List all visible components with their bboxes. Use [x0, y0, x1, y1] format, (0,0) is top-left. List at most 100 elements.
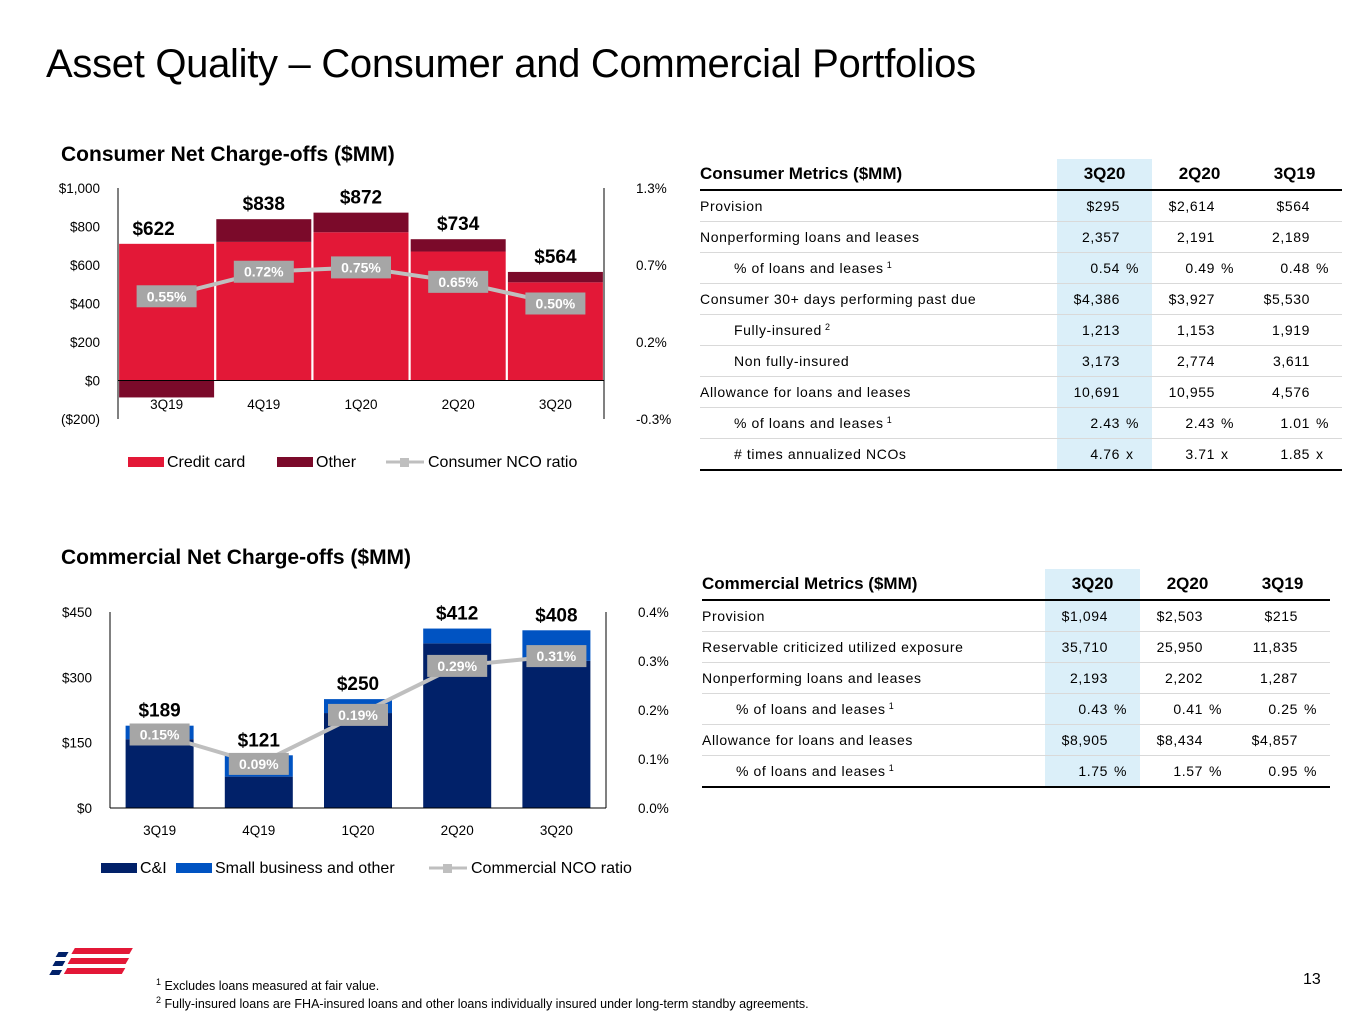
nco-ratio-marker — [233, 260, 294, 283]
footnote-ref: 1 — [883, 414, 893, 425]
table-cell: 2,189 — [1247, 221, 1342, 253]
legend-label: Commercial NCO ratio — [471, 860, 632, 877]
table-cell: 3,611 — [1247, 345, 1342, 377]
row-label: Allowance for loans and leases — [702, 732, 914, 748]
commercial-metrics-table: Commercial Metrics ($MM) 3Q20 2Q20 3Q19 Prov… — [702, 569, 1330, 788]
cell-value: 0.49 — [1185, 260, 1215, 276]
y-tick-label: $600 — [70, 258, 100, 273]
table-cell: 10,691 — [1057, 376, 1152, 408]
nco-ratio-label: 0.72% — [244, 264, 284, 280]
cell-value: 4.76 — [1090, 446, 1120, 462]
table-cell: 1,213 — [1057, 314, 1152, 346]
total-label: $412 — [436, 604, 478, 625]
cell-value: 0.95 — [1268, 763, 1298, 779]
row-label: Reservable criticized utilized exposure — [702, 639, 964, 655]
cell-value: $215 — [1264, 608, 1298, 624]
nco-ratio-label: 0.65% — [438, 274, 478, 290]
x-tick-label: 1Q20 — [341, 823, 374, 838]
legend-label: Credit card — [167, 454, 245, 471]
cell-value: 11,835 — [1252, 639, 1298, 655]
table-cell: $8,434 — [1140, 724, 1235, 756]
row-label: Allowance for loans and leases — [700, 384, 912, 400]
table-header-row: Commercial Metrics ($MM) 3Q20 2Q20 3Q19 — [702, 569, 1330, 601]
table-cell: 11,835 — [1235, 631, 1330, 663]
table-cell: $2,614 — [1152, 190, 1247, 222]
table-cell: 2,202 — [1140, 662, 1235, 694]
cell-value: 3,611 — [1273, 353, 1310, 369]
cell-value: 1.01 — [1280, 415, 1310, 431]
table-cell: 1.85 x — [1247, 438, 1342, 471]
nco-ratio-label: 0.75% — [341, 259, 381, 275]
table-row: % of loans and leases 1 1.75% 1.57% 0.95% — [702, 755, 1330, 788]
table-header-row: Consumer Metrics ($MM) 3Q20 2Q20 3Q19 — [700, 159, 1342, 191]
cell-value: 2,774 — [1176, 353, 1215, 369]
table-cell: 0.48% — [1247, 252, 1342, 284]
cell-unit: % — [1304, 701, 1318, 717]
consumer-metrics-table: Consumer Metrics ($MM) 3Q20 2Q20 3Q19 Provis… — [700, 159, 1342, 471]
table-cell: $3,927 — [1152, 283, 1247, 315]
cell-value: 1,213 — [1081, 322, 1120, 338]
bar-other — [119, 380, 215, 398]
table-cell: $295 — [1057, 190, 1152, 222]
nco-ratio-marker — [331, 256, 391, 279]
footnote-ref: 1 — [883, 259, 893, 270]
total-label: $189 — [138, 701, 180, 722]
y2-tick-label: 0.3% — [638, 654, 669, 669]
table-row: % of loans and leases 1 2.43% 2.43% 1.01% — [700, 407, 1342, 439]
total-label: $872 — [340, 188, 382, 209]
y-tick-label: $450 — [62, 605, 92, 620]
cell-value: 25,950 — [1156, 639, 1203, 655]
row-label: Fully-insured — [734, 322, 822, 339]
table-row: Non fully-insured 3,173 2,774 3,611 — [700, 345, 1342, 377]
table-row: Reservable criticized utilized exposure 3… — [702, 631, 1330, 663]
y-tick-label: $300 — [62, 670, 92, 685]
bank-of-america-flag-logo-icon — [49, 948, 133, 975]
cell-unit: % — [1209, 763, 1223, 779]
cell-value: 3.71 — [1185, 446, 1215, 462]
x-tick-label: 3Q20 — [539, 397, 572, 412]
y-tick-label: $0 — [85, 374, 100, 389]
table-row: Allowance for loans and leases 10,691 10,9… — [700, 376, 1342, 408]
table-title: Commercial Metrics ($MM) — [702, 569, 1045, 601]
row-label: Non fully-insured — [734, 353, 850, 369]
cell-value: 2,189 — [1271, 229, 1310, 245]
cell-unit: % — [1316, 415, 1330, 431]
table-title: Consumer Metrics ($MM) — [700, 159, 1057, 191]
column-header: 3Q19 — [1235, 569, 1330, 601]
cell-value: $2,503 — [1156, 608, 1203, 624]
table-row: Fully-insured 2 1,213 1,153 1,919 — [700, 314, 1342, 346]
table-cell: 1.57% — [1140, 755, 1235, 788]
cell-value: 1.75 — [1078, 763, 1108, 779]
row-label: Nonperforming loans and leases — [702, 670, 922, 686]
total-label: $734 — [437, 214, 480, 235]
row-label: # times annualized NCOs — [734, 446, 907, 462]
table-cell: 2,191 — [1152, 221, 1247, 253]
cell-unit: x — [1126, 446, 1134, 462]
table-cell: 1,287 — [1235, 662, 1330, 694]
legend-swatch — [176, 863, 212, 873]
column-header: 3Q20 — [1045, 569, 1140, 601]
table-cell: 0.49% — [1152, 252, 1247, 284]
bar-credit-card — [313, 232, 409, 381]
nco-ratio-label: 0.31% — [537, 648, 577, 664]
table-cell: $2,503 — [1140, 600, 1235, 632]
table-cell: 1,919 — [1247, 314, 1342, 346]
y-tick-label: ($200) — [61, 412, 100, 427]
row-label: % of loans and leases — [734, 415, 884, 432]
row-label-cell: Nonperforming loans and leases — [702, 662, 1045, 694]
cell-value: $5,530 — [1263, 291, 1310, 307]
y-tick-label: $1,000 — [59, 181, 100, 196]
row-label-cell: % of loans and leases 1 — [700, 252, 1057, 284]
nco-ratio-label: 0.09% — [239, 756, 279, 772]
y2-tick-label: 0.2% — [638, 703, 669, 718]
row-label-cell: Allowance for loans and leases — [700, 376, 1057, 408]
table-cell: 35,710 — [1045, 631, 1140, 663]
row-label-cell: % of loans and leases 1 — [702, 755, 1045, 788]
row-label: Provision — [702, 608, 765, 624]
y-tick-label: $800 — [70, 220, 100, 235]
nco-ratio-label: 0.55% — [147, 288, 187, 304]
row-label-cell: Consumer 30+ days performing past due — [700, 283, 1057, 315]
cell-unit: % — [1126, 260, 1140, 276]
cell-value: 35,710 — [1061, 639, 1108, 655]
table-cell: 1.75% — [1045, 755, 1140, 788]
